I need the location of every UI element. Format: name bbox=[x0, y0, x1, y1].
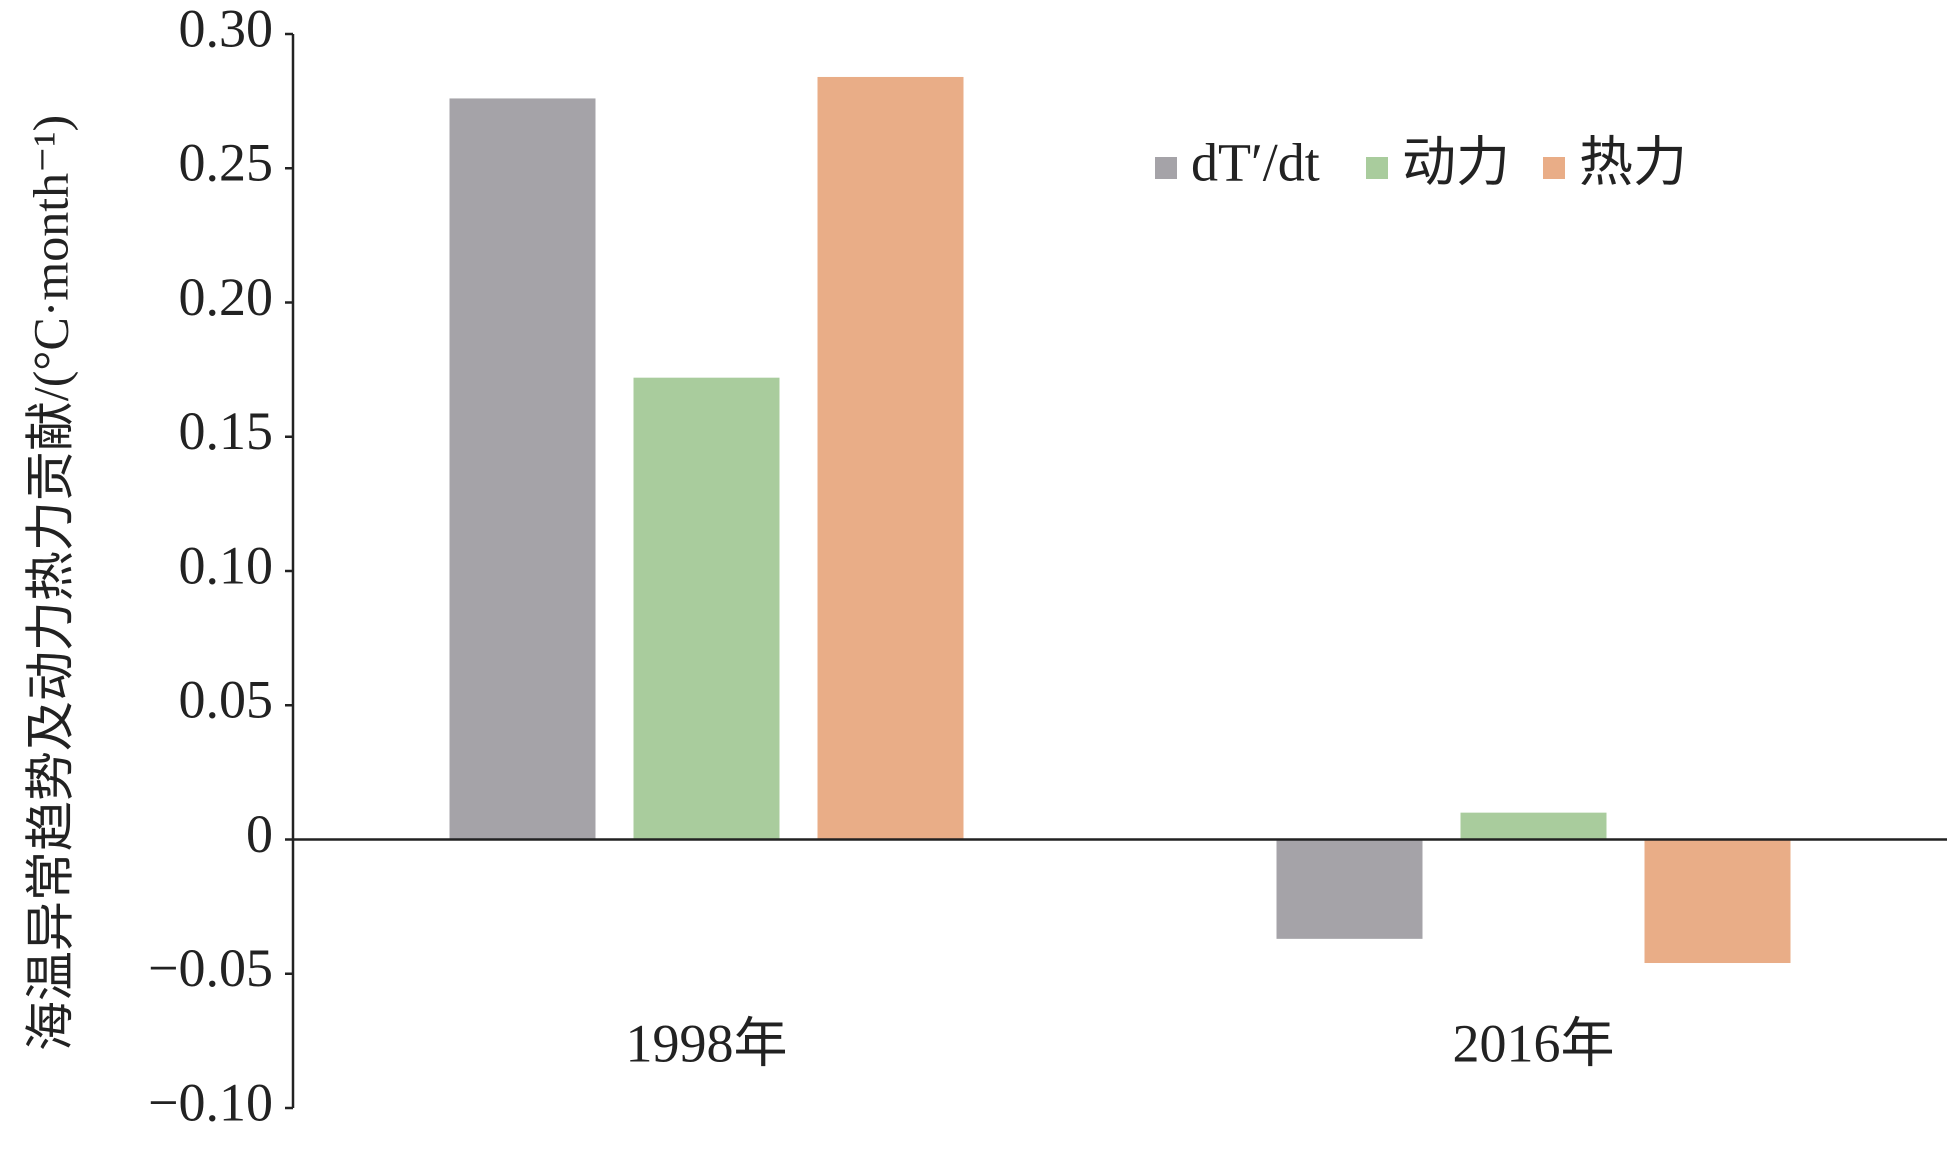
y-tick-label: −0.05 bbox=[148, 938, 273, 998]
bar bbox=[1276, 839, 1423, 939]
y-tick-label: 0.25 bbox=[179, 133, 274, 193]
legend-label: 动力 bbox=[1402, 132, 1510, 192]
legend-swatch bbox=[1543, 157, 1565, 179]
y-tick-label: −0.10 bbox=[148, 1072, 273, 1132]
y-tick-label: 0.15 bbox=[179, 401, 274, 461]
legend-swatch bbox=[1366, 157, 1388, 179]
y-tick-label: 0.05 bbox=[179, 670, 274, 730]
y-tick-label: 0.20 bbox=[179, 267, 274, 327]
bar bbox=[817, 76, 964, 840]
legend-label: 热力 bbox=[1579, 132, 1687, 192]
y-axis-title: 海温异常趋势及动力热力贡献/(°C·month⁻¹) bbox=[22, 115, 78, 1051]
x-tick-label: 1998年 bbox=[626, 1013, 788, 1073]
y-tick-label: 0.10 bbox=[179, 535, 274, 595]
legend-label: dT′/dt bbox=[1191, 132, 1320, 192]
bar bbox=[449, 98, 596, 840]
y-tick-label: 0 bbox=[246, 804, 273, 864]
bar bbox=[633, 377, 780, 840]
legend-swatch bbox=[1155, 157, 1177, 179]
bar bbox=[1460, 812, 1607, 840]
y-tick-label: 0.30 bbox=[179, 0, 274, 58]
x-tick-label: 2016年 bbox=[1453, 1013, 1615, 1073]
bar bbox=[1644, 839, 1791, 964]
